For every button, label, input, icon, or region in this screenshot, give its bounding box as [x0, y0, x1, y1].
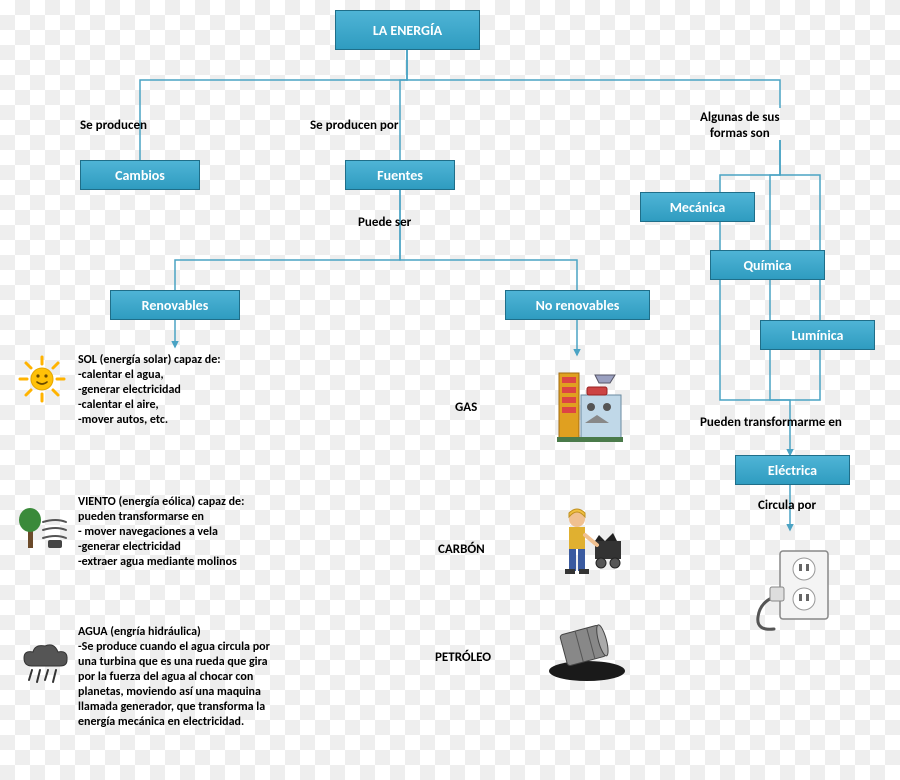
link-puede-ser: Puede ser [358, 215, 411, 231]
node-renovables: Renovables [110, 290, 240, 320]
node-mecanica: Mecánica [640, 192, 755, 222]
oil-barrel-icon [545, 615, 630, 690]
link-circula-por: Circula por [758, 498, 816, 514]
sun-icon [18, 355, 66, 408]
node-fuentes-text: Fuentes [377, 167, 423, 184]
wind-tree-icon [18, 500, 70, 557]
gas-plant-icon [555, 365, 625, 450]
node-cambios: Cambios [80, 160, 200, 190]
coal-miner-icon [555, 505, 625, 590]
node-electrica-text: Eléctrica [768, 462, 817, 479]
node-quimica-text: Química [743, 257, 791, 274]
link-pueden-transf: Pueden transformarme en [700, 415, 842, 431]
desc-sol: SOL (energía solar) capaz de: -calentar … [78, 353, 221, 428]
node-root: LA ENERGÍA [335, 10, 480, 50]
node-norenovables: No renovables [505, 290, 650, 320]
link-se-producen-por: Se producen por [310, 118, 399, 134]
node-renovables-text: Renovables [142, 297, 209, 314]
node-fuentes: Fuentes [345, 160, 455, 190]
node-luminica: Lumínica [760, 320, 875, 350]
power-outlet-icon [750, 545, 835, 640]
node-quimica: Química [710, 250, 825, 280]
node-electrica: Eléctrica [735, 455, 850, 485]
label-gas: GAS [455, 400, 477, 415]
node-norenovables-text: No renovables [536, 297, 620, 314]
node-mecanica-text: Mecánica [670, 199, 726, 216]
label-carbon: CARBÓN [438, 542, 485, 557]
desc-agua: AGUA (engría hidráulica) -Se produce cua… [78, 625, 270, 730]
node-root-text: LA ENERGÍA [373, 22, 442, 39]
rain-cloud-icon [18, 640, 73, 695]
link-se-producen: Se producen [80, 118, 147, 134]
node-cambios-text: Cambios [115, 167, 165, 184]
label-petroleo: PETRÓLEO [435, 650, 491, 665]
link-algunas-formas: Algunas de sus formas son [700, 110, 780, 141]
node-luminica-text: Lumínica [792, 327, 844, 344]
desc-viento: VIENTO (energía eólica) capaz de: pueden… [78, 495, 244, 570]
